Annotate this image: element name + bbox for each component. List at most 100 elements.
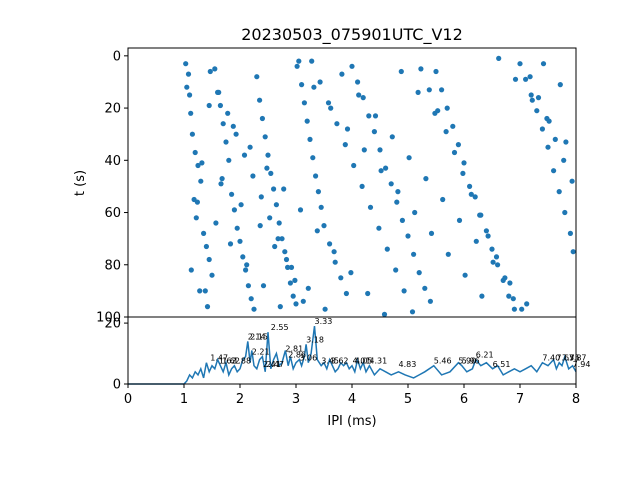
scatter-point	[207, 68, 213, 75]
scatter-point	[384, 246, 390, 252]
peak-label: 5.46	[434, 357, 452, 366]
scatter-point	[203, 243, 209, 250]
scatter-y-tick-label: 20	[104, 102, 121, 117]
scatter-point	[551, 168, 557, 174]
scatter-point	[248, 296, 254, 302]
scatter-point	[483, 228, 489, 234]
scatter-point	[218, 181, 224, 187]
scatter-point	[241, 152, 248, 158]
scatter-y-tick-label: 100	[96, 311, 121, 326]
scatter-point	[217, 102, 223, 109]
scatter-point	[493, 254, 500, 260]
scatter-point	[422, 285, 428, 291]
scatter-point	[355, 79, 361, 85]
scatter-point	[360, 95, 366, 101]
peak-label: 4.83	[399, 360, 417, 369]
histogram-x-tick-label: 0	[124, 392, 132, 407]
peak-label: 7.87	[569, 354, 587, 363]
scatter-point	[528, 92, 534, 98]
peak-label: 4.01	[353, 357, 371, 366]
scatter-point	[197, 288, 203, 294]
scatter-point	[300, 298, 306, 304]
peak-label: 2.21	[252, 348, 270, 357]
histogram-x-tick-label: 6	[460, 392, 468, 407]
scatter-point	[262, 134, 268, 140]
peak-label: 3.06	[299, 354, 317, 363]
scatter-point	[233, 131, 239, 137]
scatter-point	[545, 144, 551, 150]
scatter-point	[251, 306, 257, 312]
scatter-point	[334, 121, 340, 127]
scatter-y-tick-label: 60	[104, 206, 121, 221]
scatter-point	[552, 136, 558, 142]
scatter-point	[212, 66, 218, 72]
scatter-point	[467, 183, 473, 189]
scatter-point	[529, 97, 535, 103]
scatter-point	[461, 160, 467, 166]
scatter-point	[451, 149, 458, 156]
scatter-point	[237, 238, 243, 244]
scatter-point	[276, 220, 282, 226]
scatter-point	[327, 241, 333, 247]
scatter-point	[247, 144, 253, 150]
scatter-point	[195, 162, 201, 169]
scatter-point	[301, 100, 307, 106]
peak-label: 6.21	[476, 351, 494, 360]
peak-label: 2.15	[250, 332, 268, 341]
scatter-point	[445, 251, 451, 257]
scatter-point	[277, 304, 283, 310]
scatter-point	[338, 275, 344, 281]
scatter-point	[265, 152, 271, 158]
scatter-point	[563, 139, 569, 145]
peak-label: 2.81	[285, 345, 303, 354]
scatter-point	[440, 196, 446, 203]
scatter-point	[409, 309, 416, 315]
scatter-point	[378, 168, 384, 174]
scatter-point	[185, 71, 192, 77]
scatter-point	[299, 82, 305, 88]
scatter-point	[206, 102, 212, 109]
scatter-point	[213, 220, 219, 226]
scatter-point	[309, 58, 315, 64]
scatter-point	[428, 230, 435, 236]
peak-label: 2.86	[288, 351, 306, 360]
scatter-point	[187, 92, 193, 98]
scatter-point	[517, 61, 523, 67]
scatter-point	[184, 84, 190, 90]
scatter-point	[315, 189, 321, 195]
scatter-point	[366, 113, 372, 119]
scatter-point	[198, 178, 204, 184]
histogram-y-ticks: 0 20	[104, 317, 128, 393]
scatter-point	[524, 301, 530, 307]
scatter-point	[427, 298, 433, 304]
scatter-point	[206, 256, 212, 263]
scatter-point	[281, 186, 287, 192]
scatter-point	[540, 61, 547, 67]
scatter-point	[510, 296, 516, 302]
scatter-point	[271, 186, 277, 192]
scatter-y-tick-label: 0	[113, 49, 121, 64]
scatter-point	[304, 118, 310, 124]
scatter-point	[192, 149, 198, 156]
histogram-x-tick-label: 8	[572, 392, 580, 407]
scatter-point	[468, 191, 474, 197]
peak-label: 1.88	[233, 357, 251, 366]
scatter-point	[314, 228, 320, 234]
scatter-point	[183, 61, 189, 67]
scatter-point	[331, 249, 337, 255]
scatter-point	[535, 95, 542, 101]
peak-label: 3.62	[331, 357, 349, 366]
scatter-point	[489, 246, 495, 252]
histogram-x-tick-label: 2	[236, 392, 244, 407]
scatter-point	[229, 191, 235, 197]
peak-label: 3.45	[321, 357, 339, 366]
scatter-y-tick-label: 40	[104, 154, 121, 169]
peak-label: 4.05	[355, 357, 373, 366]
scatter-point	[317, 79, 323, 85]
scatter-point	[283, 256, 290, 263]
scatter-point	[225, 110, 231, 116]
peak-label: 4.31	[369, 357, 387, 366]
scatter-point	[381, 311, 388, 317]
